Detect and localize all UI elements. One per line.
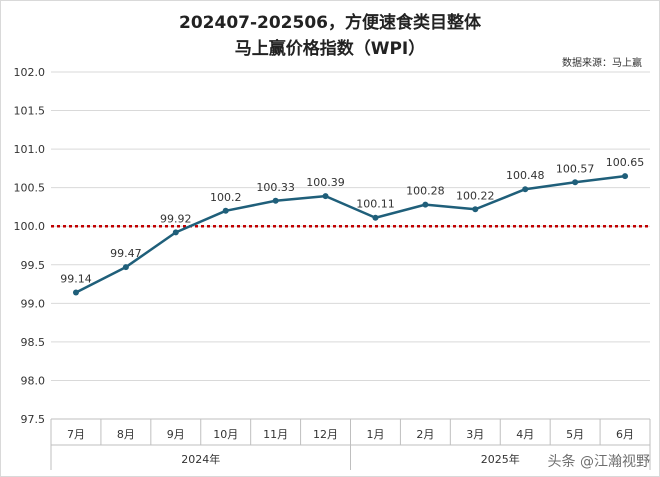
x-tick-label: 12月 [313,428,338,441]
x-tick-label: 9月 [167,428,185,441]
data-point [122,264,129,271]
data-label: 100.65 [606,156,645,169]
data-point [622,173,629,180]
y-tick-label: 98.0 [21,374,46,387]
data-point [422,201,429,208]
data-label: 100.22 [456,189,495,202]
data-point [322,193,329,200]
data-point [522,186,529,193]
x-tick-label: 1月 [366,428,384,441]
data-point [72,289,79,296]
y-tick-label: 100.0 [14,220,46,233]
data-point [472,206,479,213]
data-label: 99.92 [160,212,192,225]
x-tick-label: 2月 [416,428,434,441]
y-tick-label: 99.5 [21,259,46,272]
data-point [572,179,579,186]
data-source-note: 数据来源：马上赢 [562,58,642,69]
y-tick-label: 97.5 [21,413,46,426]
watermark: 头条 @江瀚视野 [547,454,650,470]
y-tick-label: 99.0 [21,297,46,310]
x-tick-label: 5月 [566,428,584,441]
x-tick-label: 6月 [616,428,634,441]
data-point [272,197,279,204]
x-group-label: 2024年 [181,452,220,466]
x-tick-label: 11月 [263,428,288,441]
y-tick-label: 98.5 [21,336,46,349]
x-tick-label: 7月 [67,428,85,441]
x-tick-label: 4月 [516,428,534,441]
data-label: 100.48 [506,169,545,182]
series-line [75,174,626,294]
data-label: 100.28 [406,185,445,198]
data-point [222,207,229,214]
data-label: 99.14 [60,273,92,286]
data-label: 100.2 [210,191,242,204]
data-label: 100.39 [306,176,345,189]
chart-title-line1: 202407-202506，方便速食类目整体 [179,13,481,33]
chart-title-line2: 马上赢价格指数（WPI） [234,39,426,59]
y-tick-label: 102.0 [14,66,46,79]
y-tick-label: 101.5 [14,105,46,118]
x-tick-label: 3月 [466,428,484,441]
x-group-label: 2025年 [481,452,520,466]
y-tick-label: 100.5 [14,182,46,195]
data-label: 100.57 [556,162,595,175]
data-label: 100.11 [356,198,395,211]
y-tick-label: 101.0 [14,143,46,156]
data-point [372,214,379,221]
data-label: 99.47 [110,247,142,260]
x-tick-label: 10月 [213,428,238,441]
x-tick-label: 8月 [117,428,135,441]
data-label: 100.33 [256,181,295,194]
data-point [172,229,179,236]
